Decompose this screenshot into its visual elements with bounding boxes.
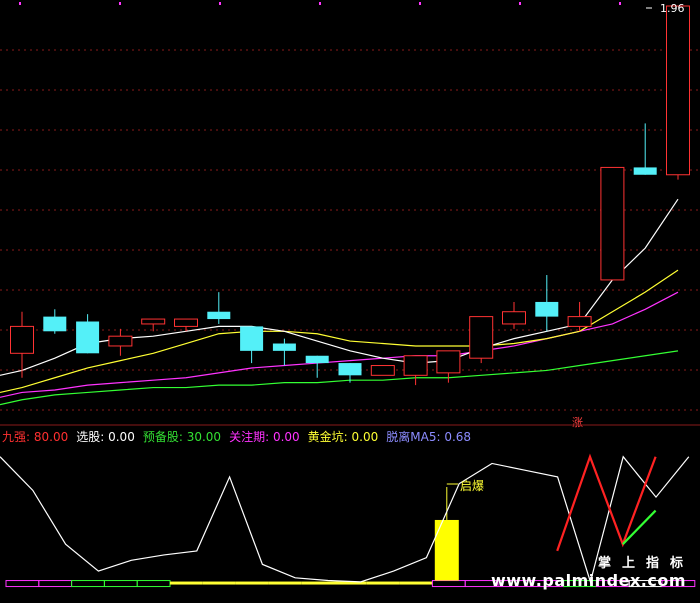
moving-average-lines: [0, 198, 679, 406]
legend-value: 80.00: [33, 430, 69, 444]
price-high-label: 1.96: [660, 2, 685, 15]
top-marker: [619, 2, 621, 5]
strip-segment: [103, 580, 138, 588]
strip-segment: [202, 581, 236, 585]
top-marker: [419, 2, 421, 5]
legend-value: 0.00: [351, 430, 379, 444]
candle-body: [436, 350, 461, 374]
qibao-bar: [434, 519, 459, 581]
candle-body: [76, 321, 100, 354]
candle-body: [141, 318, 166, 325]
strip-segment: [366, 581, 400, 585]
price-label-group: 1.96: [646, 2, 685, 15]
legend-item: 黄金坑: 0.00: [308, 428, 379, 444]
watermark-line1: 掌上指标: [597, 556, 694, 571]
legend-value: 0.00: [108, 430, 135, 444]
legend-label: 黄金坑:: [307, 430, 348, 444]
strip-segment: [170, 581, 203, 585]
indicator-legend: 九强: 80.00 选股: 0.00 预备股: 30.00 关注期: 0.00 黄金坑:…: [2, 428, 471, 444]
ma60-line: [0, 350, 679, 406]
indicator-panel: [0, 453, 696, 588]
watermark: 掌上指标 www.palmindex.com: [491, 552, 686, 590]
strip-segment: [301, 581, 334, 585]
top-marker: [519, 2, 521, 5]
top-marker: [219, 2, 221, 5]
candle-body: [403, 355, 428, 376]
green-signal-line: [622, 509, 657, 545]
legend-item: 关注期: 0.00: [229, 428, 300, 444]
legend-item: 预备股: 30.00: [143, 428, 221, 444]
strip-segment: [71, 580, 105, 588]
grid-lines: [0, 49, 700, 411]
legend-label: 关注期:: [229, 430, 270, 444]
legend-value: 0.00: [272, 430, 300, 444]
candle-body: [535, 301, 559, 317]
strip-segment: [235, 581, 269, 585]
strip-segment: [38, 580, 73, 588]
legend-value: 30.00: [186, 430, 222, 444]
red-signal-line: [556, 453, 657, 552]
candle-body: [338, 363, 362, 376]
candle-body: [370, 365, 395, 376]
ma5-line: [0, 198, 679, 376]
oscillator-line: [0, 455, 690, 585]
candle-body: [502, 311, 526, 325]
watermark-line2: www.palmindex.com: [490, 571, 686, 590]
top-marker: [19, 2, 21, 5]
strip-segment: [268, 581, 302, 585]
candle-body: [174, 318, 198, 327]
candle-body: [666, 5, 690, 176]
strip-segment: [334, 581, 367, 585]
candle-body: [305, 355, 329, 364]
candle-body: [240, 326, 264, 351]
ma10-line: [0, 269, 679, 394]
qibao-label: 启爆: [460, 479, 484, 493]
legend-label: 九强:: [2, 430, 31, 444]
candle-body: [43, 316, 67, 332]
candle-body: [10, 325, 34, 354]
candle-body: [567, 316, 592, 327]
legend-item: 脱离MA5: 0.68: [386, 428, 471, 444]
candlesticks: [10, 5, 690, 386]
strip-segment: [136, 580, 171, 588]
strip-segment: [661, 580, 696, 588]
legend-label: 预备股:: [142, 430, 183, 444]
legend-item: 九强: 80.00: [2, 428, 68, 444]
candle-body: [469, 316, 494, 359]
legend-value: 0.68: [444, 430, 472, 444]
top-marker: [119, 2, 121, 5]
candle-body: [207, 311, 231, 320]
strip-segment: [5, 580, 40, 588]
legend-label: 选股:: [76, 430, 105, 444]
candle-body: [272, 343, 296, 351]
legend-label: 脱离MA5:: [386, 430, 441, 444]
strip-segment: [399, 581, 433, 585]
candle-body: [600, 166, 625, 281]
top-marker: [319, 2, 321, 5]
strip-segment: [431, 580, 466, 588]
zhang-label: 涨: [572, 416, 583, 429]
candle-body: [108, 335, 133, 347]
top-markers: [19, 2, 621, 5]
candle-body: [633, 167, 657, 175]
legend-item: 选股: 0.00: [76, 428, 135, 444]
